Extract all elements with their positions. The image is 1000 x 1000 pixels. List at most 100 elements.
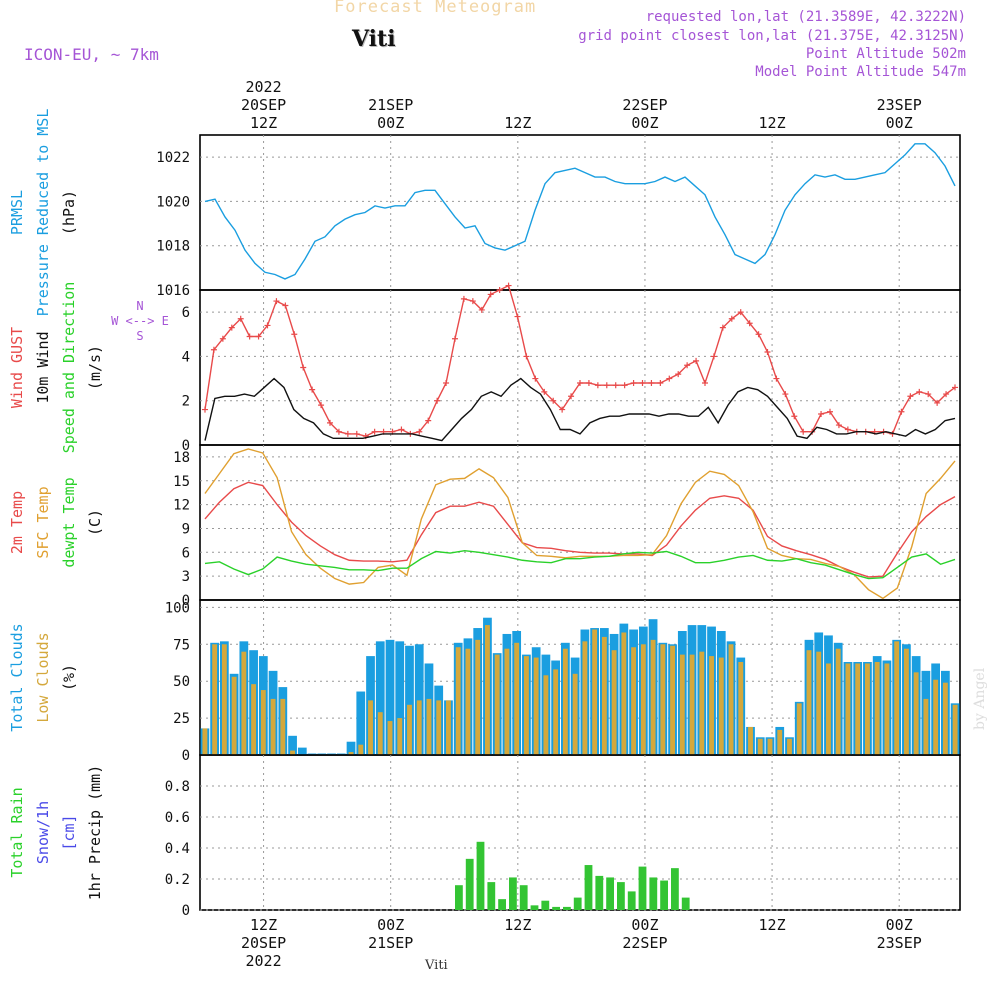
bar-low-clouds bbox=[845, 663, 851, 755]
bottom-time-label: 22SEP bbox=[622, 934, 667, 952]
bar-low-clouds bbox=[436, 700, 442, 755]
bar-low-clouds bbox=[387, 721, 393, 755]
gust-marker bbox=[318, 402, 325, 409]
bar-low-clouds bbox=[933, 679, 939, 755]
bar-low-clouds bbox=[689, 654, 695, 755]
gust-marker bbox=[916, 388, 923, 395]
y-tick-label: 0.4 bbox=[165, 841, 190, 857]
gust-marker bbox=[827, 408, 833, 415]
gust-marker bbox=[469, 298, 476, 305]
bar-total-rain bbox=[455, 885, 463, 910]
bar-low-clouds bbox=[485, 625, 490, 755]
bar-low-clouds bbox=[884, 663, 890, 755]
gust-marker bbox=[202, 406, 208, 413]
gust-marker bbox=[541, 388, 548, 395]
y-tick-label: 9 bbox=[182, 521, 190, 537]
bar-low-clouds bbox=[260, 690, 266, 755]
panel-frame bbox=[199, 754, 961, 911]
y-axis-label: (%) bbox=[60, 664, 78, 691]
y-tick-label: 25 bbox=[173, 711, 190, 727]
y-axis-label: Pressure Reduced to MSL bbox=[34, 109, 52, 317]
bar-low-clouds bbox=[397, 718, 403, 755]
bar-total-clouds bbox=[297, 747, 307, 755]
y-tick-label: 50 bbox=[173, 674, 190, 690]
y-tick-label: 0 bbox=[182, 593, 190, 609]
panel-frame bbox=[199, 444, 961, 601]
y-axis-label: dewpt Temp bbox=[60, 477, 78, 567]
gust-marker bbox=[559, 406, 566, 413]
bottom-time-label: 00Z bbox=[886, 916, 913, 934]
gust-marker bbox=[273, 298, 280, 305]
bar-total-rain bbox=[617, 882, 625, 910]
y-tick-label: 100 bbox=[165, 600, 190, 616]
y-tick-label: 0.2 bbox=[165, 872, 190, 888]
gust-marker bbox=[925, 391, 932, 398]
top-time-label: 00Z bbox=[886, 114, 913, 132]
bar-total-clouds bbox=[288, 735, 297, 755]
gust-marker bbox=[898, 408, 905, 415]
bar-low-clouds bbox=[280, 698, 286, 755]
bar-low-clouds bbox=[699, 651, 705, 755]
gust-marker bbox=[746, 320, 753, 327]
bar-low-clouds bbox=[523, 656, 529, 755]
top-time-label: 20SEP bbox=[241, 96, 286, 114]
gust-marker bbox=[621, 382, 628, 389]
gust-marker bbox=[523, 353, 530, 360]
gust-marker bbox=[675, 371, 682, 378]
y-tick-label: 6 bbox=[182, 305, 190, 321]
gust-marker bbox=[443, 380, 450, 386]
bar-low-clouds bbox=[621, 632, 627, 755]
gust-marker bbox=[943, 391, 950, 398]
gust-marker bbox=[693, 357, 700, 364]
y-tick-label: 75 bbox=[173, 637, 190, 653]
y-axis-label: 1hr Precip (mm) bbox=[86, 765, 104, 900]
gust-marker bbox=[496, 287, 503, 293]
gust-marker bbox=[282, 302, 289, 309]
gust-marker bbox=[210, 346, 217, 353]
top-time-label: 12Z bbox=[759, 114, 786, 132]
gust-marker bbox=[818, 411, 825, 417]
gust-marker bbox=[505, 282, 512, 289]
gust-marker bbox=[335, 428, 342, 435]
bottom-time-label: 2022 bbox=[246, 952, 282, 970]
gust-marker bbox=[452, 335, 458, 342]
y-tick-label: 1016 bbox=[156, 283, 190, 299]
series-line-10m-wind bbox=[204, 377, 956, 442]
compass-label: N bbox=[136, 299, 143, 313]
y-tick-label: 12 bbox=[173, 498, 190, 514]
y-tick-label: 0 bbox=[182, 903, 190, 919]
bottom-time-label: 20SEP bbox=[241, 934, 286, 952]
model-name: ICON-EU, ~ 7km bbox=[24, 45, 159, 64]
bar-low-clouds bbox=[212, 644, 218, 755]
bar-low-clouds bbox=[816, 651, 822, 755]
y-axis-label: Wind GUST bbox=[8, 327, 26, 408]
bar-low-clouds bbox=[601, 636, 607, 755]
y-tick-label: 6 bbox=[182, 545, 190, 561]
y-axis-label: Snow/1h bbox=[34, 801, 52, 864]
y-tick-label: 3 bbox=[182, 569, 190, 585]
bar-low-clouds bbox=[241, 651, 247, 755]
gust-marker bbox=[702, 380, 708, 386]
bar-low-clouds bbox=[202, 728, 208, 755]
gust-marker bbox=[782, 391, 789, 398]
gust-marker bbox=[773, 375, 780, 382]
bottom-time-label: 12Z bbox=[759, 916, 786, 934]
bar-low-clouds bbox=[514, 642, 520, 755]
bar-low-clouds bbox=[913, 672, 919, 755]
bar-total-rain bbox=[573, 897, 582, 910]
bar-low-clouds bbox=[407, 704, 412, 755]
top-time-label: 12Z bbox=[250, 114, 277, 132]
top-time-label: 23SEP bbox=[877, 96, 922, 114]
bar-low-clouds bbox=[826, 663, 831, 755]
gust-marker bbox=[594, 382, 601, 389]
point-altitude: Point Altitude 502m bbox=[805, 46, 966, 62]
bar-low-clouds bbox=[582, 641, 588, 755]
top-time-label: 00Z bbox=[377, 114, 404, 132]
gust-marker bbox=[353, 430, 360, 437]
bar-low-clouds bbox=[660, 644, 666, 755]
gust-marker bbox=[684, 362, 691, 369]
bar-total-rain bbox=[660, 880, 668, 910]
bar-total-clouds bbox=[356, 691, 366, 755]
bar-total-rain bbox=[530, 905, 539, 910]
bar-low-clouds bbox=[718, 657, 724, 755]
